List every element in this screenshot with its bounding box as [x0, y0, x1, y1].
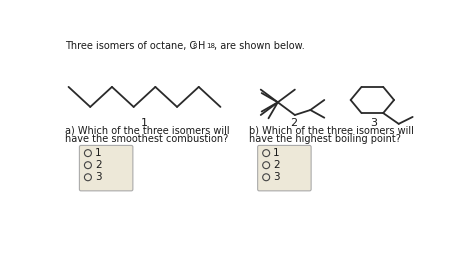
Text: Three isomers of octane, C: Three isomers of octane, C — [65, 41, 197, 51]
Text: 8: 8 — [192, 43, 197, 49]
Text: have the highest boiling point?: have the highest boiling point? — [249, 134, 401, 144]
Text: 1: 1 — [273, 148, 280, 158]
FancyBboxPatch shape — [258, 145, 311, 191]
Text: 2: 2 — [273, 160, 280, 170]
Text: 1: 1 — [95, 148, 101, 158]
Text: , are shown below.: , are shown below. — [214, 41, 305, 51]
Text: 3: 3 — [273, 172, 280, 182]
Text: 2: 2 — [95, 160, 101, 170]
Text: have the smoothest combustion?: have the smoothest combustion? — [65, 134, 228, 144]
Text: H: H — [198, 41, 205, 51]
Text: 1: 1 — [141, 118, 148, 128]
Text: 2: 2 — [290, 118, 297, 128]
Text: a) Which of the three isomers will: a) Which of the three isomers will — [65, 125, 230, 135]
Text: 18: 18 — [206, 43, 215, 49]
Text: b) Which of the three isomers will: b) Which of the three isomers will — [249, 125, 414, 135]
FancyBboxPatch shape — [80, 145, 133, 191]
Text: 3: 3 — [95, 172, 101, 182]
Text: 3: 3 — [370, 118, 377, 128]
